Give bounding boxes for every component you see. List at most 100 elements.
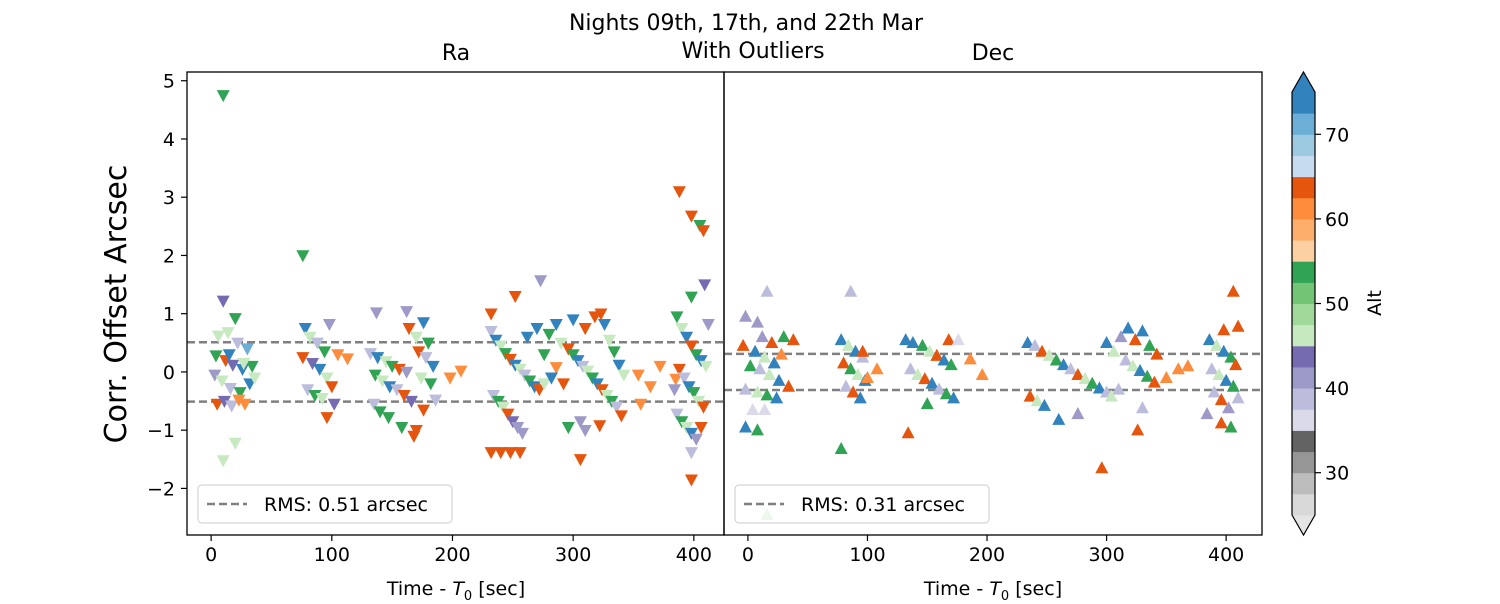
x-axis-label-suffix: [sec] (1009, 578, 1062, 600)
x-axis-label-left: Time - T0 [sec] (386, 578, 525, 604)
data-point (698, 279, 712, 292)
data-point (208, 369, 222, 382)
data-point (236, 363, 250, 376)
data-point (217, 395, 231, 408)
data-point (296, 352, 310, 365)
data-point (238, 398, 252, 411)
data-point (736, 338, 750, 351)
colorbar-extend-min (1292, 515, 1315, 535)
data-point (1229, 358, 1243, 371)
legend-left: RMS: 0.51 arcsec (197, 484, 453, 524)
data-point (684, 447, 698, 460)
data-point (932, 382, 946, 395)
data-point (1202, 333, 1216, 346)
data-point (1205, 362, 1219, 375)
data-point (409, 331, 423, 344)
data-point (1095, 461, 1109, 474)
data-point (684, 340, 698, 353)
data-point (1224, 350, 1238, 363)
data-point (750, 315, 764, 328)
colorbar-tick-label: 50 (1325, 294, 1349, 316)
data-point (904, 362, 918, 375)
data-point (1224, 420, 1238, 433)
data-point (1021, 335, 1035, 349)
colorbar-tick-label: 60 (1325, 209, 1349, 231)
data-point (581, 365, 595, 378)
data-point (1035, 344, 1049, 357)
data-point (631, 369, 645, 382)
data-point (534, 275, 548, 288)
data-point (947, 391, 961, 404)
data-point (367, 398, 381, 411)
data-point (696, 401, 710, 414)
colorbar-swatch (1292, 472, 1315, 495)
data-point (1049, 353, 1063, 366)
data-point (363, 348, 377, 361)
data-point (1171, 362, 1185, 375)
x-tick-label: 100 (314, 544, 350, 566)
data-point (245, 360, 259, 373)
colorbar-swatch (1292, 282, 1315, 304)
data-point (530, 323, 544, 336)
right-panel-title: Dec (972, 41, 1015, 66)
y-axis-label: Corr. Offset Arcsec (99, 165, 134, 444)
data-point (454, 365, 468, 378)
data-point (837, 356, 851, 369)
data-point (1210, 338, 1224, 351)
data-point (306, 357, 320, 371)
data-point (544, 372, 558, 385)
colorbar-swatch (1292, 218, 1315, 241)
data-point (484, 325, 498, 338)
data-point (1135, 401, 1149, 414)
data-point (1226, 379, 1240, 392)
data-point (853, 391, 867, 404)
data-point (215, 375, 229, 388)
data-point (313, 363, 327, 376)
data-point (231, 337, 245, 350)
data-point (1071, 407, 1085, 420)
data-point (782, 379, 796, 392)
colorbar-swatch (1292, 366, 1315, 389)
data-point (327, 398, 341, 411)
data-point (760, 284, 774, 297)
data-point (944, 358, 958, 371)
data-point (762, 368, 776, 381)
data-point (1042, 348, 1056, 361)
data-point (593, 420, 607, 433)
data-point (612, 359, 626, 372)
data-point (860, 370, 874, 383)
data-point (228, 437, 242, 450)
data-point (669, 373, 683, 386)
data-point (494, 340, 508, 353)
legend-box (734, 484, 990, 524)
colorbar-swatch (1292, 197, 1315, 220)
data-point (318, 346, 332, 359)
data-point (911, 368, 925, 381)
data-point (240, 343, 254, 356)
x-axis-label-symbol: T (452, 578, 465, 600)
axes-frame (186, 71, 725, 536)
data-point (419, 352, 433, 365)
left-panel-title: Ra (442, 41, 470, 66)
data-point (670, 408, 684, 421)
x-tick-label: 300 (555, 544, 591, 566)
x-axis-label-suffix: [sec] (472, 578, 525, 600)
data-point (1037, 398, 1051, 411)
colorbar-swatch (1292, 155, 1315, 178)
data-point (211, 330, 225, 343)
data-point (1214, 393, 1228, 406)
data-point (320, 372, 334, 385)
data-point (515, 427, 529, 440)
data-point (404, 395, 418, 408)
altitude-colorbar: 30 40 50 60 70 (1291, 70, 1349, 537)
data-point (939, 387, 953, 400)
data-point (1028, 338, 1042, 351)
data-point (675, 323, 689, 336)
data-point (942, 333, 956, 346)
colorbar-swatch (1292, 493, 1315, 516)
data-point (566, 314, 580, 327)
data-point (750, 423, 764, 436)
x-tick-label: 200 (969, 544, 1005, 566)
data-point (1207, 385, 1221, 398)
